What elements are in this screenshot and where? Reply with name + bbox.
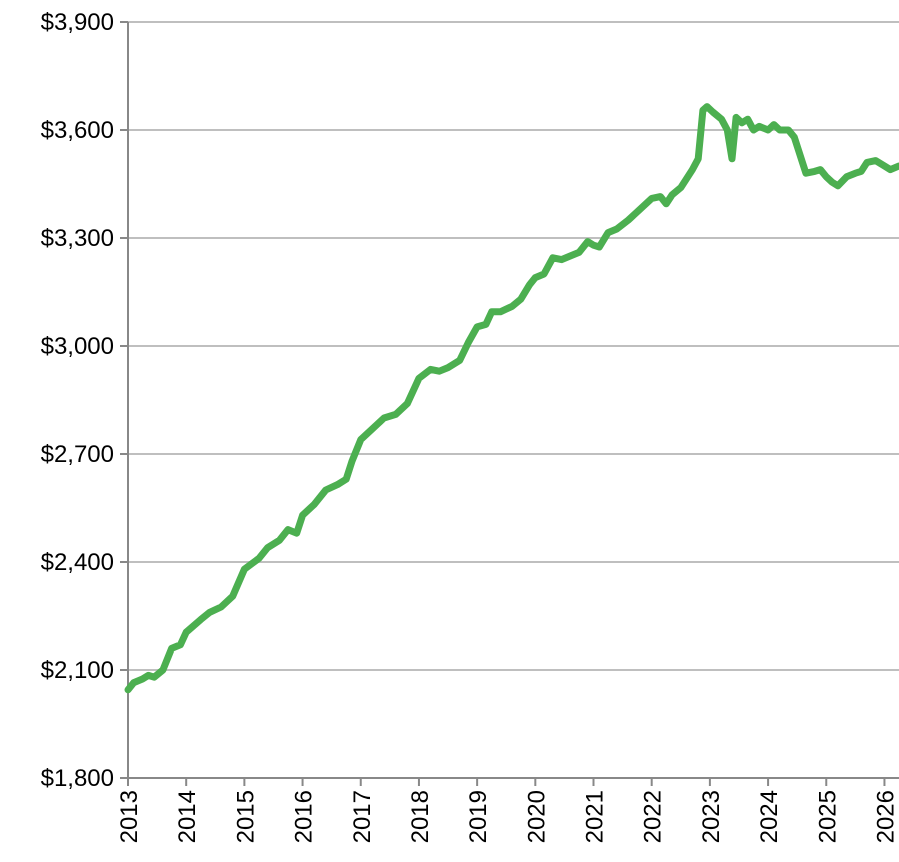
y-tick-label: $2,400 [41,549,114,576]
x-tick-label: 2025 [814,790,841,843]
x-tick-label: 2016 [291,790,318,843]
x-tick-label: 2017 [349,790,376,843]
x-tick-label: 2026 [872,790,899,843]
x-tick-label: 2023 [698,790,725,843]
x-tick-label: 2022 [640,790,667,843]
y-tick-label: $3,600 [41,117,114,144]
line [124,103,899,694]
x-tick-label: 2014 [174,790,201,843]
x-tick-label: 2013 [116,790,143,843]
x-tick-label: 2021 [582,790,609,843]
y-tick-label: $3,300 [41,225,114,252]
y-tick-label: $3,000 [41,333,114,360]
x-tick-label: 2019 [465,790,492,843]
y-tick-label: $1,800 [41,765,114,792]
y-tick-label: $3,900 [41,9,114,36]
x-tick-label: 2020 [523,790,550,843]
x-tick-label: 2024 [756,790,783,843]
y-tick-label: $2,100 [41,657,114,684]
y-tick-label: $2,700 [41,441,114,468]
x-tick-label: 2015 [232,790,259,843]
x-tick-label: 2018 [407,790,434,843]
